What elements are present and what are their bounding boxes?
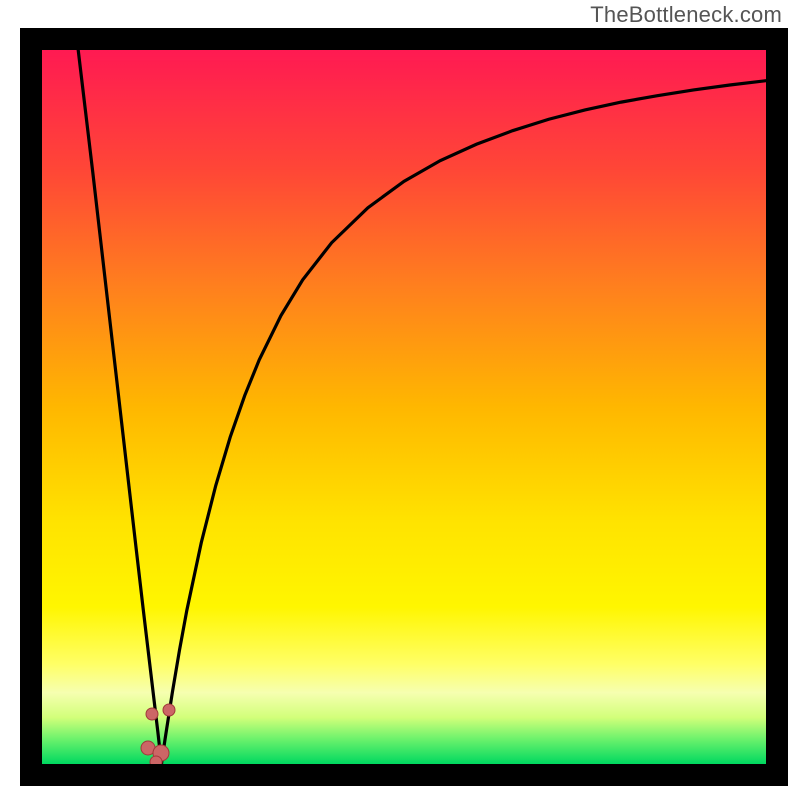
bottleneck-chart: TheBottleneck.com [0, 0, 800, 800]
watermark-text: TheBottleneck.com [590, 2, 782, 28]
curve-right-branch [161, 81, 766, 764]
data-marker [150, 755, 163, 764]
data-marker [163, 704, 176, 717]
bottleneck-curve [42, 50, 766, 764]
curve-left-branch [78, 50, 161, 764]
data-marker [146, 708, 159, 721]
plot-area [42, 50, 766, 764]
